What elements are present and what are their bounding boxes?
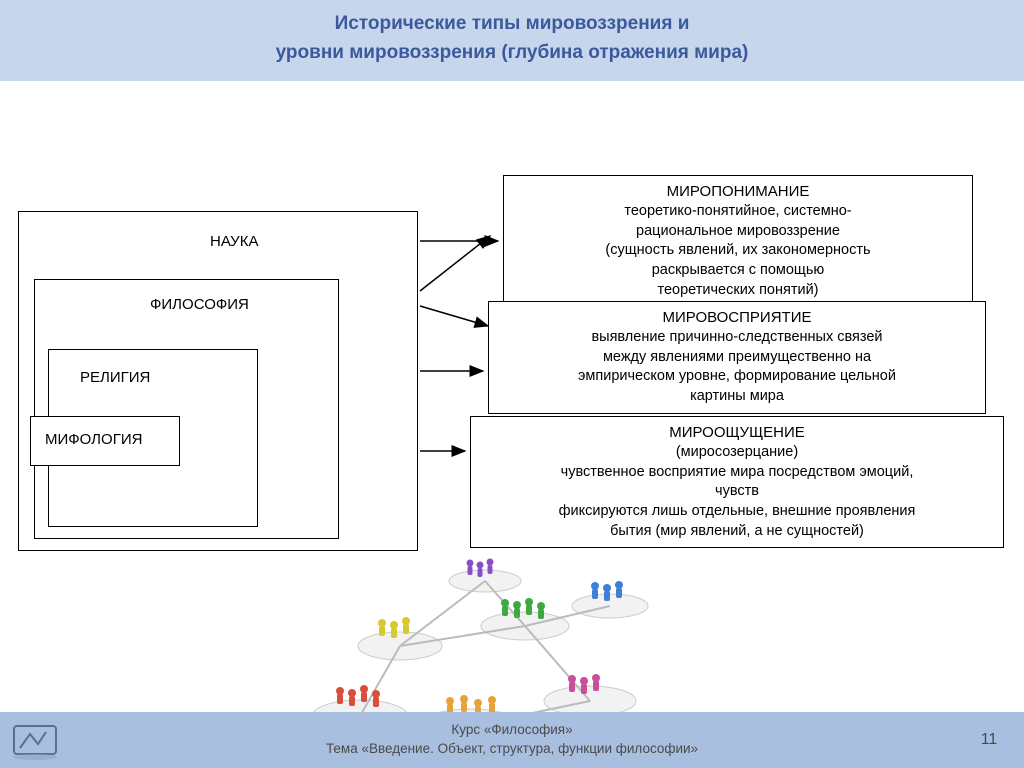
- desc-top-body: теоретико-понятийное, системно- рационал…: [514, 202, 962, 300]
- desc-mid-title: МИРОВОСПРИЯТИЕ: [499, 308, 975, 328]
- footer-theme: Тема «Введение. Объект, структура, функц…: [70, 740, 954, 759]
- desc-bot-body: чувственное восприятие мира посредством …: [481, 463, 993, 541]
- title-line-1: Исторические типы мировоззрения и: [0, 10, 1024, 39]
- desc-top-title: МИРОПОНИМАНИЕ: [514, 182, 962, 202]
- footer-logo-icon: [0, 712, 70, 768]
- desc-bot-subtitle: (миросозерцание): [481, 443, 993, 463]
- desc-bot-title: МИРООЩУЩЕНИЕ: [481, 423, 993, 443]
- label-science: НАУКА: [210, 233, 258, 250]
- label-religion: РЕЛИГИЯ: [80, 369, 150, 386]
- slide-footer: Курс «Философия» Тема «Введение. Объект,…: [0, 712, 1024, 768]
- diagram-area: НАУКА ФИЛОСОФИЯ РЕЛИГИЯ МИФОЛОГИЯ МИРОПО…: [0, 81, 1024, 641]
- desc-mirovospriyatie: МИРОВОСПРИЯТИЕ выявление причинно-следст…: [488, 301, 986, 414]
- label-mythology: МИФОЛОГИЯ: [45, 431, 142, 448]
- slide-header: Исторические типы мировоззрения и уровни…: [0, 0, 1024, 81]
- desc-mirooshchushenie: МИРООЩУЩЕНИЕ (миросозерцание) чувственно…: [470, 416, 1004, 548]
- desc-mid-body: выявление причинно-следственных связей м…: [499, 328, 975, 406]
- title-line-2: уровни мировоззрения (глубина отражения …: [0, 39, 1024, 68]
- desc-miroponimanie: МИРОПОНИМАНИЕ теоретико-понятийное, сист…: [503, 175, 973, 307]
- footer-text: Курс «Философия» Тема «Введение. Объект,…: [70, 721, 954, 759]
- label-philosophy: ФИЛОСОФИЯ: [150, 296, 249, 313]
- page-number: 11: [954, 731, 1024, 749]
- footer-course: Курс «Философия»: [70, 721, 954, 740]
